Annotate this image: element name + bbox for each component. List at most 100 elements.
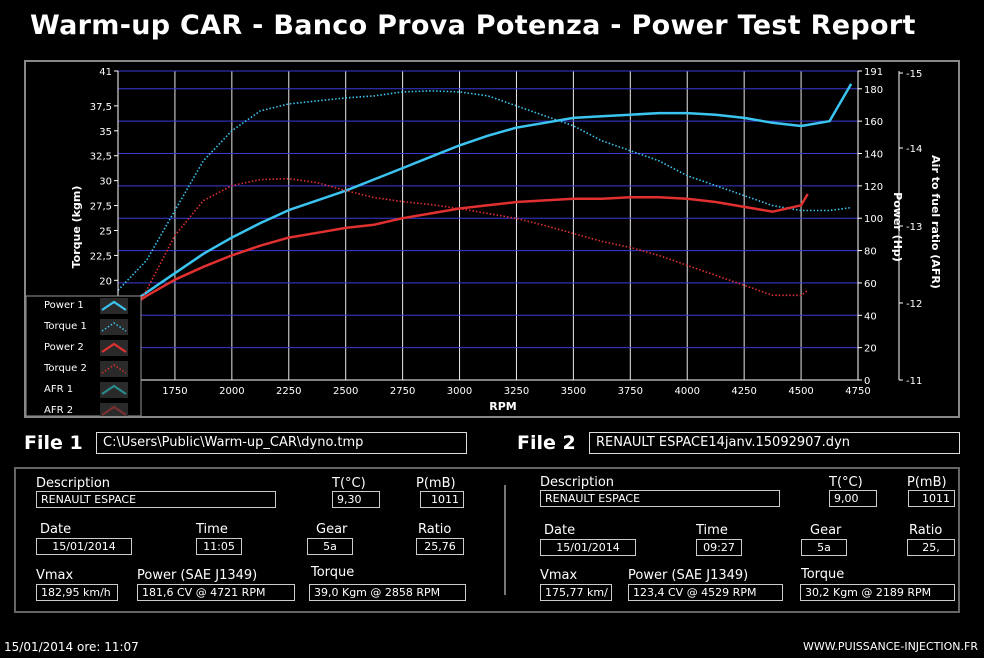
- f2-description-field[interactable]: RENAULT ESPACE: [540, 490, 780, 507]
- series-torque-2: [117, 177, 809, 333]
- x-tick-label: 2750: [390, 386, 415, 397]
- x-tick-label: 4250: [731, 386, 756, 397]
- f2-time-field[interactable]: 09:27: [696, 539, 742, 556]
- y-left-tick-label: 25: [99, 226, 112, 237]
- f1-temp-label: T(°C): [332, 476, 366, 491]
- legend-label: Torque 1: [43, 321, 87, 332]
- f1-gear-label: Gear: [316, 522, 348, 537]
- f1-vmax-field[interactable]: 182,95 km/h: [36, 584, 118, 601]
- f2-ratio-label: Ratio: [909, 523, 943, 538]
- x-axis-label: RPM: [489, 400, 516, 413]
- x-tick-label: 4750: [845, 386, 870, 397]
- x-tick-label: 3250: [504, 386, 529, 397]
- afr-tick-label: -11: [906, 376, 922, 387]
- x-tick-label: 4500: [788, 386, 813, 397]
- y-left-tick-label: 41: [99, 67, 112, 78]
- x-tick-label: 3000: [447, 386, 472, 397]
- f2-vmax-field[interactable]: 175,77 km/: [540, 584, 612, 601]
- x-tick-label: 2250: [276, 386, 301, 397]
- panel-divider: [504, 485, 506, 595]
- f1-date-field[interactable]: 15/01/2014: [36, 538, 132, 555]
- legend-swatch: [101, 322, 127, 332]
- y-right-tick-label: 140: [864, 150, 883, 161]
- f1-torque-field[interactable]: 39,0 Kgm @ 2858 RPM: [309, 584, 466, 601]
- f1-date-label: Date: [40, 522, 72, 537]
- legend-swatch: [101, 300, 127, 311]
- legend-label: AFR 1: [44, 384, 73, 395]
- y-right-tick-label: 40: [864, 311, 877, 322]
- y-left-tick-label: 30: [99, 177, 112, 188]
- f2-time-label: Time: [696, 523, 728, 538]
- file2-path-field[interactable]: RENAULT ESPACE14janv.15092907.dyn: [589, 432, 960, 454]
- f2-power-label: Power (SAE J1349): [628, 568, 749, 583]
- f2-gear-field[interactable]: 5a: [801, 539, 847, 556]
- legend-swatch-bg: [100, 298, 128, 314]
- afr-tick-label: -13: [906, 222, 922, 233]
- f1-time-field[interactable]: 11:05: [196, 538, 242, 555]
- f2-description-label: Description: [540, 475, 615, 490]
- legend-swatch: [101, 384, 127, 395]
- legend-label: Torque 2: [43, 363, 87, 374]
- f2-pressure-label: P(mB): [907, 475, 947, 490]
- legend-label: Power 1: [44, 300, 84, 311]
- legend-swatch-bg: [100, 361, 128, 377]
- footer-website[interactable]: WWW.PUISSANCE-INJECTION.FR: [803, 640, 978, 653]
- y-right-tick-label: 20: [864, 344, 877, 355]
- f1-power-field[interactable]: 181,6 CV @ 4721 RPM: [137, 584, 295, 601]
- f2-power-field[interactable]: 123,4 CV @ 4529 RPM: [628, 584, 783, 601]
- f2-date-field[interactable]: 15/01/2014: [540, 539, 636, 556]
- y-left-tick-label: 32,5: [90, 152, 112, 163]
- y-right-tick-label: 60: [864, 279, 877, 290]
- f2-gear-label: Gear: [810, 523, 842, 538]
- legend-swatch: [101, 342, 127, 353]
- f1-ratio-label: Ratio: [418, 522, 452, 537]
- y-right-tick-label: 0: [864, 376, 870, 387]
- y-right-axis-label: Power (Hp): [891, 192, 904, 262]
- f1-ratio-field[interactable]: 25,76: [416, 538, 464, 555]
- f2-ratio-field[interactable]: 25,: [907, 539, 955, 556]
- f1-temp-field[interactable]: 9,30: [332, 491, 380, 508]
- legend-label: AFR 2: [44, 405, 73, 416]
- chart-canvas: 1750 2000 2250 2500 2750 3000 3250 3500 3750 4000…: [25, 67, 942, 419]
- f2-temp-field[interactable]: 9,00: [829, 490, 877, 507]
- x-tick-label: 3500: [561, 386, 586, 397]
- legend-swatch: [101, 364, 127, 374]
- file1-path-field[interactable]: C:\Users\Public\Warm-up_CAR\dyno.tmp: [96, 432, 467, 454]
- afr-tick-label: -12: [906, 299, 922, 310]
- f1-gear-field[interactable]: 5a: [307, 538, 353, 555]
- legend-label: Power 2: [44, 342, 84, 353]
- afr-tick-label: -14: [906, 144, 922, 155]
- y-left-tick-label: 27,5: [90, 202, 112, 213]
- f1-pressure-label: P(mB): [416, 476, 456, 491]
- f2-vmax-label: Vmax: [540, 568, 578, 583]
- y-right-tick-label: 80: [864, 247, 877, 258]
- y-left-axis-label: Torque (kgm): [70, 186, 83, 269]
- page-title: Warm-up CAR - Banco Prova Potenza - Powe…: [30, 10, 916, 41]
- f2-date-label: Date: [544, 523, 576, 538]
- legend-swatch-bg: [100, 319, 128, 335]
- legend-swatch-bg: [100, 403, 128, 419]
- f1-torque-label: Torque: [311, 565, 355, 580]
- file2-label: File 2: [517, 432, 576, 454]
- f1-pressure-field[interactable]: 1011: [420, 491, 464, 508]
- f2-temp-label: T(°C): [829, 475, 863, 490]
- y-left-tick-label: 37,5: [90, 102, 112, 113]
- series-power-2: [128, 193, 809, 309]
- x-tick-label: 3750: [618, 386, 643, 397]
- x-tick-label: 1750: [162, 386, 187, 397]
- y-left-tick-label: 35: [99, 127, 112, 138]
- legend-swatch: [101, 405, 127, 416]
- series-power-1: [128, 83, 853, 306]
- footer-datetime: 15/01/2014 ore: 11:07: [4, 640, 139, 654]
- f2-torque-label: Torque: [801, 567, 845, 582]
- f1-description-field[interactable]: RENAULT ESPACE: [36, 491, 276, 508]
- test-details-panel: [14, 467, 960, 613]
- y-right-tick-label: 120: [864, 182, 883, 193]
- y-left-tick-label: 20: [99, 276, 112, 287]
- x-tick-label: 2000: [219, 386, 244, 397]
- f2-pressure-field[interactable]: 1011: [908, 490, 955, 507]
- f2-torque-field[interactable]: 30,2 Kgm @ 2189 RPM: [800, 584, 955, 601]
- y-right-tick-label: 100: [864, 214, 883, 225]
- dyno-chart: 1750 2000 2250 2500 2750 3000 3250 3500 3750 4000…: [24, 60, 960, 419]
- x-tick-label: 4000: [675, 386, 700, 397]
